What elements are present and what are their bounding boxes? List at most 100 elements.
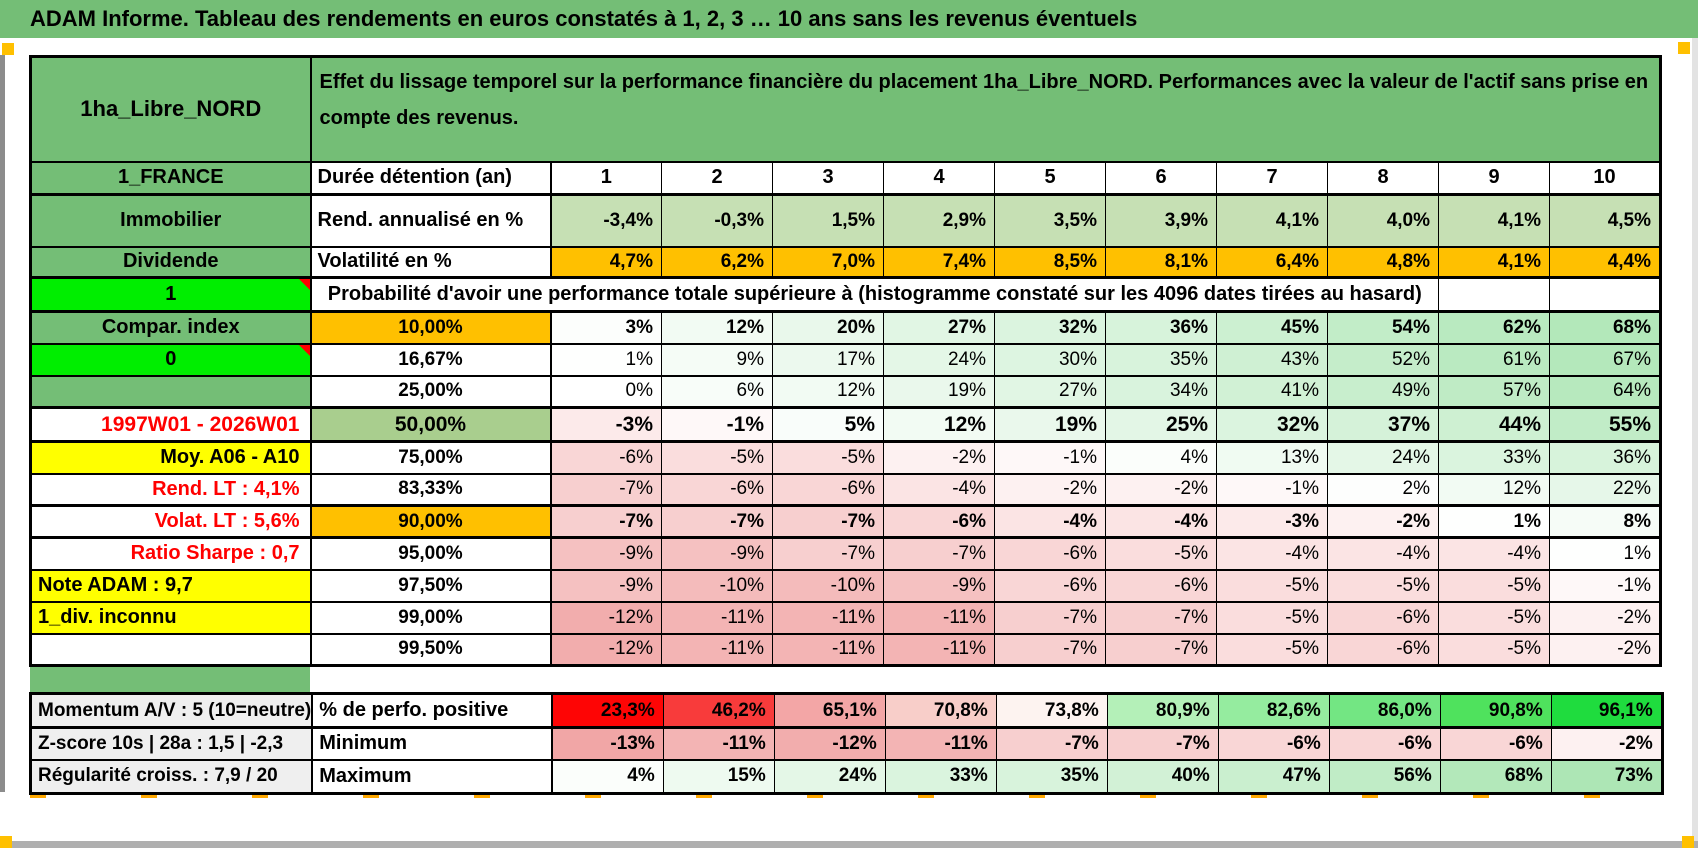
- stat-value-cell[interactable]: 4,0%: [1327, 193, 1439, 248]
- probability-value-cell[interactable]: -6%: [772, 472, 884, 507]
- probability-value-cell[interactable]: 55%: [1549, 406, 1661, 443]
- probability-value-cell[interactable]: 19%: [883, 374, 995, 409]
- probability-value-cell[interactable]: 54%: [1327, 310, 1439, 345]
- probability-value-cell[interactable]: -5%: [1216, 632, 1328, 667]
- probability-value-cell[interactable]: -7%: [661, 504, 773, 539]
- row-label-cell[interactable]: Rend. LT : 4,1%: [30, 472, 312, 507]
- threshold-cell[interactable]: 95,00%: [310, 536, 552, 571]
- summary-value-cell[interactable]: 86,0%: [1328, 692, 1441, 729]
- threshold-cell[interactable]: 10,00%: [310, 310, 552, 345]
- summary-value-cell[interactable]: 65,1%: [773, 692, 886, 729]
- probability-value-cell[interactable]: 37%: [1327, 406, 1439, 443]
- summary-value-cell[interactable]: 82,6%: [1217, 692, 1330, 729]
- probability-value-cell[interactable]: 27%: [883, 310, 995, 345]
- metric-label-cell[interactable]: % de perfo. positive: [311, 692, 554, 729]
- probability-value-cell[interactable]: -6%: [661, 472, 773, 507]
- threshold-cell[interactable]: 83,33%: [310, 472, 552, 507]
- metric-label-cell[interactable]: Rend. annualisé en %: [310, 193, 552, 248]
- probability-value-cell[interactable]: -6%: [1327, 632, 1439, 667]
- probability-value-cell[interactable]: 32%: [1216, 406, 1328, 443]
- probability-value-cell[interactable]: -11%: [883, 632, 995, 667]
- year-header-cell[interactable]: 1: [550, 160, 662, 196]
- probability-value-cell[interactable]: 1%: [1549, 536, 1661, 571]
- stat-value-cell[interactable]: -3,4%: [550, 193, 662, 248]
- probability-value-cell[interactable]: 57%: [1438, 374, 1550, 409]
- probability-value-cell[interactable]: -7%: [1105, 632, 1217, 667]
- threshold-cell[interactable]: 75,00%: [310, 440, 552, 475]
- row-label-cell[interactable]: Note ADAM : 9,7: [30, 568, 312, 603]
- asset-name-cell[interactable]: 1ha_Libre_NORD: [30, 55, 312, 163]
- row-label-cell[interactable]: Volat. LT : 5,6%: [30, 504, 312, 539]
- probability-value-cell[interactable]: -6%: [994, 536, 1106, 571]
- probability-value-cell[interactable]: -5%: [772, 440, 884, 475]
- year-header-cell[interactable]: 7: [1216, 160, 1328, 196]
- probability-value-cell[interactable]: -4%: [1216, 536, 1328, 571]
- probability-value-cell[interactable]: 43%: [1216, 342, 1328, 377]
- row-label-cell[interactable]: Ratio Sharpe : 0,7: [30, 536, 312, 571]
- summary-value-cell[interactable]: 46,2%: [662, 692, 775, 729]
- stat-value-cell[interactable]: 7,4%: [883, 245, 995, 279]
- probability-value-cell[interactable]: -7%: [1105, 600, 1217, 635]
- summary-value-cell[interactable]: -13%: [551, 726, 664, 761]
- probability-value-cell[interactable]: -6%: [550, 440, 662, 475]
- probability-value-cell[interactable]: 41%: [1216, 374, 1328, 409]
- threshold-cell[interactable]: 97,50%: [310, 568, 552, 603]
- probability-value-cell[interactable]: 9%: [661, 342, 773, 377]
- stat-value-cell[interactable]: 3,5%: [994, 193, 1106, 248]
- row-label-cell[interactable]: 1997W01 - 2026W01: [30, 406, 312, 443]
- threshold-cell[interactable]: 99,00%: [310, 600, 552, 635]
- probability-value-cell[interactable]: 20%: [772, 310, 884, 345]
- probability-value-cell[interactable]: -5%: [1105, 536, 1217, 571]
- probability-value-cell[interactable]: -2%: [1105, 472, 1217, 507]
- threshold-cell[interactable]: 16,67%: [310, 342, 552, 377]
- probability-value-cell[interactable]: -6%: [994, 568, 1106, 603]
- year-header-cell[interactable]: 3: [772, 160, 884, 196]
- probability-value-cell[interactable]: -1%: [994, 440, 1106, 475]
- probability-value-cell[interactable]: 62%: [1438, 310, 1550, 345]
- probability-value-cell[interactable]: -5%: [1327, 568, 1439, 603]
- sheet-title[interactable]: ADAM Informe. Tableau des rendements en …: [0, 0, 1698, 38]
- row-label-cell[interactable]: Dividende: [30, 245, 312, 279]
- probability-value-cell[interactable]: -12%: [550, 632, 662, 667]
- threshold-cell[interactable]: 25,00%: [310, 374, 552, 409]
- summary-value-cell[interactable]: 73,8%: [995, 692, 1108, 729]
- probability-value-cell[interactable]: -9%: [550, 536, 662, 571]
- flag-1-cell[interactable]: 1: [30, 276, 312, 313]
- probability-value-cell[interactable]: 33%: [1438, 440, 1550, 475]
- probability-value-cell[interactable]: 30%: [994, 342, 1106, 377]
- summary-value-cell[interactable]: 73%: [1550, 758, 1663, 795]
- probability-value-cell[interactable]: -4%: [994, 504, 1106, 539]
- year-header-cell[interactable]: 10: [1549, 160, 1661, 196]
- probability-value-cell[interactable]: -2%: [1549, 600, 1661, 635]
- probability-value-cell[interactable]: -7%: [550, 472, 662, 507]
- probability-value-cell[interactable]: 3%: [550, 310, 662, 345]
- metric-label-cell[interactable]: Minimum: [311, 726, 554, 761]
- summary-value-cell[interactable]: -11%: [884, 726, 997, 761]
- row-label-cell[interactable]: [30, 632, 312, 667]
- row-label-cell[interactable]: Immobilier: [30, 193, 312, 248]
- probability-value-cell[interactable]: 19%: [994, 406, 1106, 443]
- probability-value-cell[interactable]: -1%: [1549, 568, 1661, 603]
- probability-value-cell[interactable]: -5%: [1438, 568, 1550, 603]
- probability-value-cell[interactable]: 4%: [1105, 440, 1217, 475]
- summary-value-cell[interactable]: 35%: [995, 758, 1108, 795]
- threshold-cell[interactable]: 99,50%: [310, 632, 552, 667]
- duration-label-cell[interactable]: Durée détention (an): [310, 160, 552, 196]
- stat-value-cell[interactable]: -0,3%: [661, 193, 773, 248]
- probability-value-cell[interactable]: -11%: [772, 632, 884, 667]
- probability-value-cell[interactable]: -4%: [1438, 536, 1550, 571]
- stat-value-cell[interactable]: 4,8%: [1327, 245, 1439, 279]
- indicator-label-cell[interactable]: Régularité croiss. : 7,9 / 20: [30, 758, 314, 795]
- summary-value-cell[interactable]: -6%: [1328, 726, 1441, 761]
- probability-value-cell[interactable]: 27%: [994, 374, 1106, 409]
- year-header-cell[interactable]: 2: [661, 160, 773, 196]
- summary-value-cell[interactable]: 15%: [662, 758, 775, 795]
- summary-value-cell[interactable]: -7%: [995, 726, 1108, 761]
- summary-value-cell[interactable]: -7%: [1106, 726, 1219, 761]
- summary-value-cell[interactable]: -2%: [1550, 726, 1663, 761]
- probability-value-cell[interactable]: 44%: [1438, 406, 1550, 443]
- year-header-cell[interactable]: 8: [1327, 160, 1439, 196]
- summary-value-cell[interactable]: 24%: [773, 758, 886, 795]
- probability-value-cell[interactable]: 67%: [1549, 342, 1661, 377]
- row-label-cell[interactable]: Moy. A06 - A10: [30, 440, 312, 475]
